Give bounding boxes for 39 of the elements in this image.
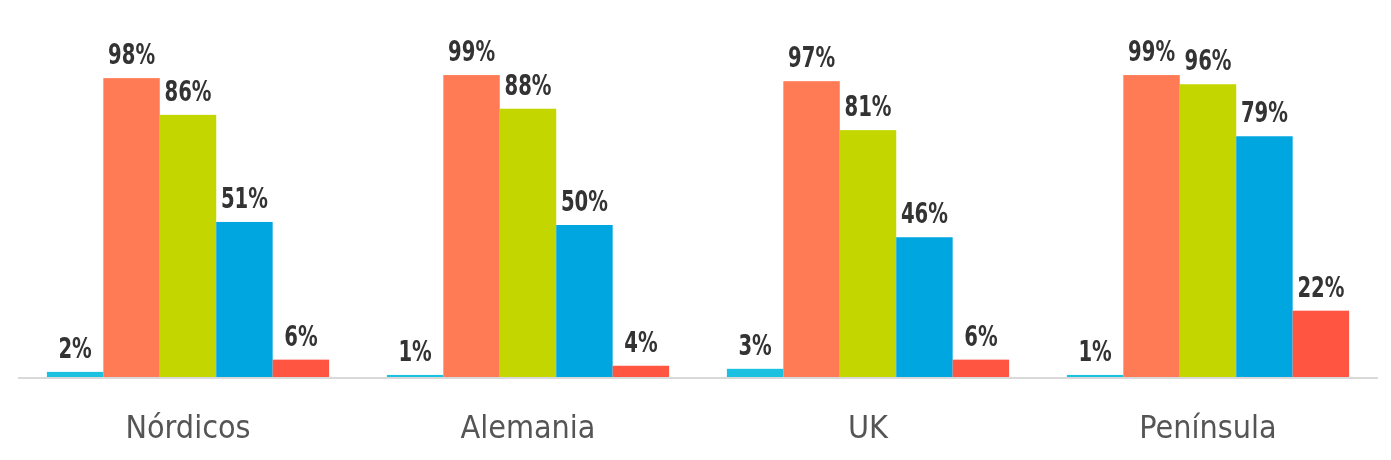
bar [839, 130, 897, 378]
bar [1292, 310, 1350, 378]
bar [1236, 136, 1293, 378]
data-label: 88% [504, 69, 552, 102]
data-label: 97% [788, 41, 836, 74]
data-label: 81% [844, 90, 892, 123]
data-label: 1% [398, 335, 432, 368]
data-label: 79% [1240, 96, 1288, 129]
bar [952, 359, 1010, 378]
data-label: 3% [738, 329, 772, 362]
bar [1179, 84, 1237, 378]
data-label: 98% [108, 38, 156, 71]
x-tick-label: UK [848, 408, 890, 446]
data-label: 4% [624, 326, 658, 359]
bar [896, 237, 953, 378]
data-label: 6% [284, 319, 318, 353]
data-label: 96% [1184, 44, 1232, 77]
x-tick-label: Nórdicos [125, 408, 251, 446]
data-label: 50% [560, 185, 608, 218]
x-tick-label: Alemania [460, 408, 596, 446]
data-label: 22% [1297, 271, 1345, 304]
bar [272, 359, 330, 378]
data-label: 99% [448, 35, 496, 68]
bar [499, 108, 557, 378]
bar [556, 225, 613, 378]
bar [216, 221, 273, 378]
bar [443, 75, 500, 378]
data-label: 6% [964, 319, 998, 353]
data-label: 2% [58, 332, 92, 365]
bar [159, 114, 217, 378]
x-tick-label: Península [1139, 408, 1277, 446]
data-label: 86% [164, 75, 212, 108]
data-label: 1% [1078, 335, 1112, 368]
bar [783, 81, 840, 378]
data-label: 51% [220, 182, 268, 215]
data-label: 99% [1128, 35, 1176, 68]
data-label: 46% [900, 197, 948, 230]
bar [103, 78, 160, 378]
bar [1123, 75, 1180, 378]
